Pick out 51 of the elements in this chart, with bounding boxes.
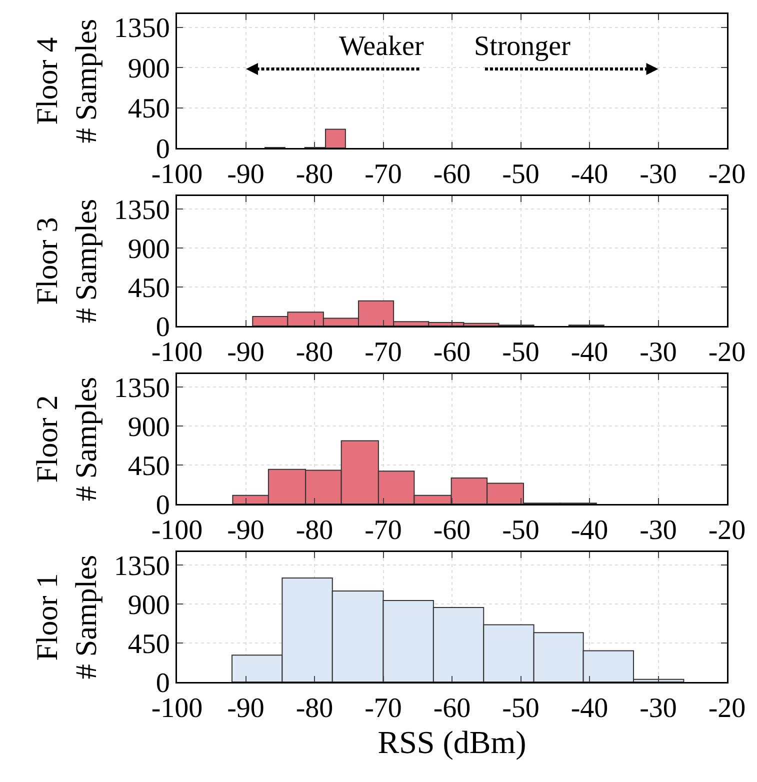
y-tick-label: 900: [128, 412, 170, 443]
x-tick-label: -20: [708, 159, 746, 190]
x-tick-label: -30: [640, 693, 677, 724]
x-tick-label: -90: [227, 337, 264, 368]
x-tick-label: -30: [640, 337, 677, 368]
x-tick-label: -50: [502, 693, 540, 724]
y-axis-title: Floor 3 # Samples: [31, 198, 104, 324]
x-tick-label: -30: [640, 515, 677, 546]
x-tick-label: -80: [296, 337, 334, 368]
x-tick-label: -30: [640, 159, 677, 190]
y-tick-label: 900: [128, 53, 170, 84]
x-tick-label: -90: [227, 515, 264, 546]
x-tick-label: -60: [433, 693, 471, 724]
x-tick-label: -50: [502, 515, 540, 546]
y-tick-label: 1350: [114, 194, 170, 226]
y-axis-title: Floor 1 # Samples: [31, 554, 104, 680]
x-tick-label: -20: [708, 337, 746, 368]
x-tick-label: -40: [570, 515, 608, 546]
x-tick-label: -80: [296, 159, 334, 190]
y-tick-label: 1350: [114, 13, 170, 44]
x-tick-label: -50: [502, 337, 540, 368]
y-tick-label: 450: [128, 94, 170, 125]
x-tick-label: -20: [708, 515, 746, 546]
x-tick-label: -70: [364, 159, 402, 190]
x-tick-label: -90: [227, 693, 264, 724]
y-tick-label: 900: [128, 234, 170, 265]
x-tick-label: -70: [364, 515, 402, 546]
y-tick-label: 450: [128, 272, 170, 304]
x-tick-label: -40: [570, 693, 608, 724]
x-axis-title: RSS (dBm): [378, 724, 526, 760]
y-tick-label: 900: [128, 590, 170, 621]
x-tick-label: -80: [296, 515, 334, 546]
x-tick-label: -60: [433, 515, 471, 546]
y-tick-label: 450: [128, 628, 170, 660]
annotation: Stronger: [474, 31, 572, 62]
x-tick-label: -80: [296, 693, 334, 724]
x-tick-label: -20: [708, 693, 746, 724]
x-tick-label: -40: [570, 337, 608, 368]
x-tick-label: -60: [433, 337, 471, 368]
y-axis-title: Floor 2 # Samples: [31, 376, 104, 502]
y-axis-title: Floor 4 # Samples: [31, 18, 104, 144]
x-tick-label: -60: [433, 159, 471, 190]
annotation: Weaker: [339, 31, 424, 62]
x-tick-label: -40: [570, 159, 608, 190]
x-tick-label: -70: [364, 337, 402, 368]
x-tick-label: -70: [364, 693, 402, 724]
y-tick-label: 450: [128, 450, 170, 482]
x-tick-label: -90: [227, 159, 264, 190]
y-tick-label: 1350: [114, 550, 170, 582]
y-tick-label: 1350: [114, 372, 170, 404]
x-tick-label: -50: [502, 159, 540, 190]
